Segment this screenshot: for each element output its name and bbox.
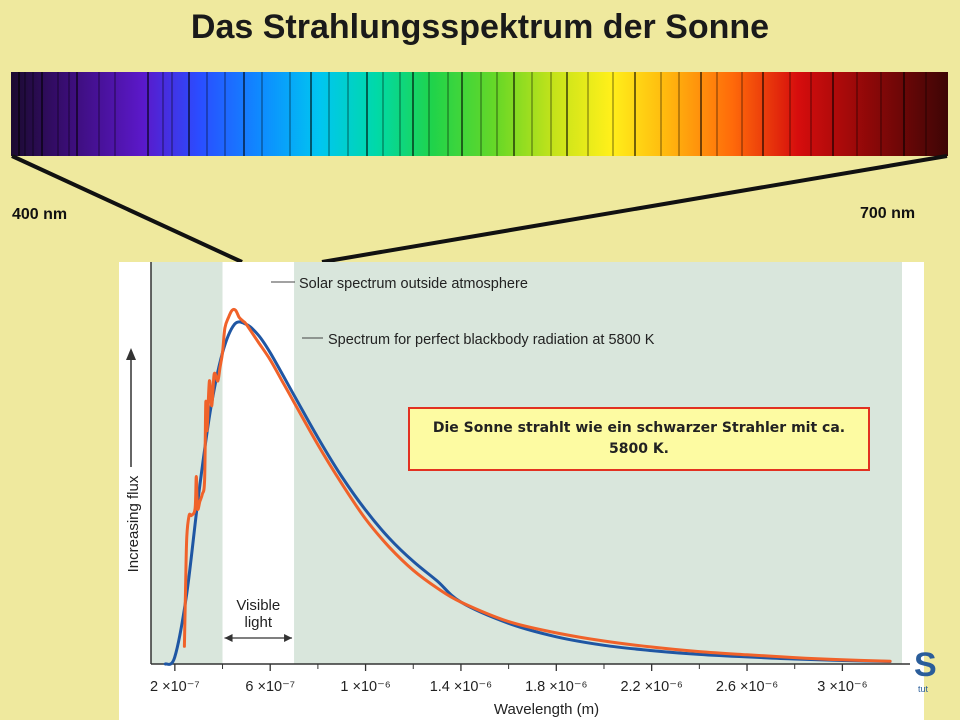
blackbody-curve: [163, 320, 892, 666]
callout-box: Die Sonne strahlt wie ein schwarzer Stra…: [408, 407, 870, 471]
institute-logo: S tut: [914, 646, 937, 694]
x-tick-label: 1.8 ×10⁻⁶: [525, 679, 587, 695]
solar-spectrum-curve: [182, 307, 892, 663]
chart-axes: [126, 262, 910, 665]
y-axis-arrow-icon: [126, 348, 136, 467]
visible-light-label-line: light: [245, 614, 273, 631]
svg-text:tut: tut: [918, 684, 929, 694]
band-left-wavelength-label: 400 nm: [12, 206, 68, 223]
x-tick-label: 3 ×10⁻⁶: [817, 679, 867, 695]
y-axis-label: Increasing flux: [125, 475, 142, 572]
legend-blackbody: Spectrum for perfect blackbody radiation…: [328, 332, 655, 348]
x-axis-label: Wavelength (m): [494, 701, 599, 718]
x-tick-label: 1 ×10⁻⁶: [340, 679, 390, 695]
visible-range-arrow-icon: [224, 634, 293, 642]
visible-light-label-line: Visible: [236, 597, 280, 614]
visible-light-band: [222, 262, 295, 664]
x-tick-label: 6 ×10⁻⁷: [245, 679, 295, 695]
solar-spectrum-band: [11, 72, 948, 156]
x-tick-label: 2 ×10⁻⁷: [150, 679, 200, 695]
slide-title: Das Strahlungsspektrum der Sonne: [190, 8, 770, 46]
spectrum-chart: 2 ×10⁻⁷ 6 ×10⁻⁷ 1 ×10⁻⁶ 1.4 ×10⁻⁶ 1.8 ×10⁻⁶ 2…: [119, 262, 924, 720]
x-tick-label: 2.6 ×10⁻⁶: [716, 679, 778, 695]
svg-text:S: S: [914, 646, 937, 684]
callout-text: Die Sonne strahlt wie ein schwarzer Stra…: [432, 420, 846, 457]
legend-solar-spectrum: Solar spectrum outside atmosphere: [299, 276, 528, 292]
absorption-lines: [18, 72, 927, 156]
band-right-wavelength-label: 700 nm: [860, 205, 916, 222]
x-tick-label: 2.2 ×10⁻⁶: [620, 679, 682, 695]
x-tick-label: 1.4 ×10⁻⁶: [430, 679, 492, 695]
